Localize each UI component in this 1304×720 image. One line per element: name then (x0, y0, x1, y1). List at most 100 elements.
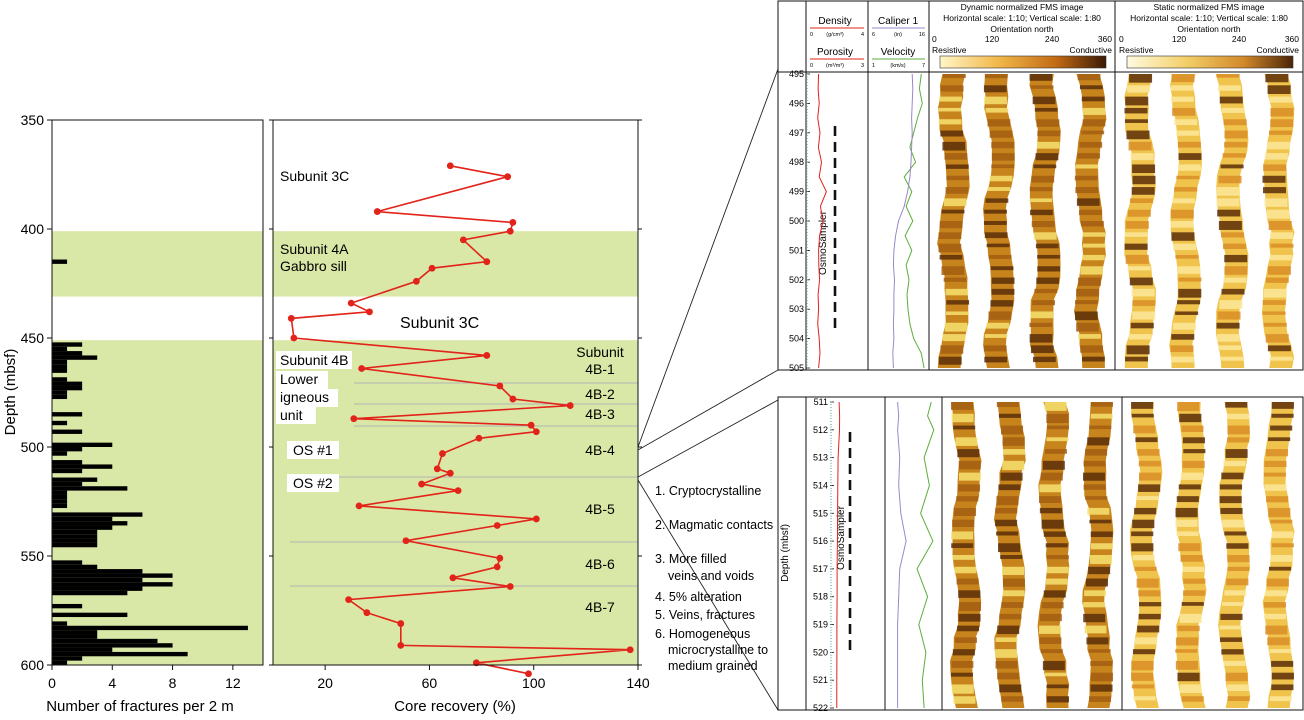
recovery-point (433, 465, 441, 473)
fms-band (943, 198, 967, 207)
rec-xtick-label: 60 (422, 675, 438, 691)
fms-band (990, 300, 1014, 307)
fms-band (1131, 543, 1154, 552)
fms-band (1136, 578, 1159, 588)
fms-band (1085, 496, 1108, 500)
fms-band (1089, 425, 1112, 430)
fms-band (986, 322, 1010, 329)
frac-bar (52, 346, 68, 352)
frac-xtick-label: 0 (48, 675, 56, 691)
label-bg-igneous (276, 389, 338, 407)
fms-band (939, 96, 962, 102)
fms-band (951, 543, 974, 548)
fms-band (952, 649, 975, 656)
fms-band (957, 625, 980, 632)
fms-band (951, 413, 974, 423)
lower-depth-label: Depth (mbsf) (780, 524, 791, 582)
frac-bar (52, 490, 68, 495)
fms-band (1183, 578, 1206, 584)
fms-band (1033, 164, 1057, 169)
fms-band (984, 96, 1007, 105)
fms-band (1081, 221, 1104, 227)
frac-bar (52, 529, 98, 535)
label-os2: OS #2 (293, 475, 333, 491)
fms-band (1124, 107, 1148, 114)
fms-band (1081, 130, 1105, 135)
fms-band (1178, 153, 1202, 160)
recovery-point (496, 554, 504, 562)
fms-band (1176, 130, 1200, 136)
fms-band (1080, 266, 1104, 275)
fms-band (1042, 660, 1065, 671)
fms-band (1269, 696, 1292, 702)
fms-band (1216, 198, 1240, 207)
fms-band (1268, 130, 1292, 135)
fms-band (1085, 449, 1108, 456)
fms-band (1082, 254, 1105, 261)
fms-band (1179, 413, 1202, 423)
static-orientation: Orientation north (1177, 24, 1241, 34)
recovery-point (446, 469, 454, 477)
fms-band (1270, 232, 1294, 239)
fms-band (944, 153, 968, 160)
fms-band (1221, 288, 1245, 295)
density-max: 4 (861, 32, 864, 38)
fms-band (1175, 637, 1199, 646)
fms-band (1090, 543, 1113, 550)
frac-bar (52, 394, 68, 400)
fms-band (1046, 555, 1069, 560)
frac-x-ticks: 0 4 8 12 (48, 665, 241, 691)
depth-tick-label: 496 (789, 98, 804, 108)
recovery-point (397, 620, 405, 627)
fms-band (1130, 322, 1154, 329)
fms-band (1083, 613, 1106, 623)
fms-band (1030, 85, 1054, 89)
fms-band (1030, 311, 1054, 319)
frac-bar (52, 481, 83, 487)
recovery-point (287, 314, 295, 322)
fms-band (1037, 254, 1060, 259)
frac-bar (52, 525, 113, 530)
fms-band (1124, 243, 1148, 250)
fms-band (984, 334, 1008, 338)
porosity-min: 0 (810, 63, 813, 69)
label-4b1: 4B-1 (585, 361, 615, 377)
fms-band (1126, 85, 1150, 93)
upper-header-caliper: Caliper 1 6 (in) 16 Velocity 1 (km/s) 7 (872, 16, 925, 69)
fms-band (1132, 300, 1156, 306)
fms-band (1132, 164, 1156, 174)
fms-band (1133, 696, 1156, 701)
fms-band (1076, 288, 1099, 297)
fms-band (1219, 637, 1243, 642)
fms-band (1268, 221, 1292, 230)
fms-band (1218, 345, 1242, 351)
fms-band (1224, 130, 1248, 139)
recovery-point (366, 308, 373, 316)
upper-log-curves (817, 73, 925, 369)
recovery-point (532, 515, 540, 523)
frac-y-ticks: 350 400 450 500 550 600 (21, 112, 52, 673)
fms-band (1084, 590, 1107, 597)
fms-band (990, 266, 1014, 271)
fms-band (1029, 187, 1053, 192)
fms-band (1172, 107, 1196, 116)
fms-band (989, 130, 1013, 138)
fms-band (1044, 672, 1067, 677)
fms-band (1139, 602, 1162, 607)
fms-band (1225, 449, 1248, 458)
frac-bar (52, 582, 173, 587)
fms-band (1083, 602, 1106, 608)
fms-band (1030, 209, 1053, 216)
fms-band (1179, 684, 1202, 693)
fms-band (1271, 413, 1294, 418)
fms-band (1089, 555, 1112, 564)
fms-band (941, 266, 965, 275)
fms-band (1000, 472, 1023, 481)
fms-band (1131, 684, 1154, 689)
rec-xtick-label: 140 (626, 675, 650, 691)
fms-band (1046, 696, 1069, 703)
fms-band (951, 672, 974, 677)
upper-osmo-label: OsmoSampler (818, 210, 829, 275)
velocity-min: 1 (872, 63, 875, 69)
density-min: 0 (810, 32, 813, 38)
